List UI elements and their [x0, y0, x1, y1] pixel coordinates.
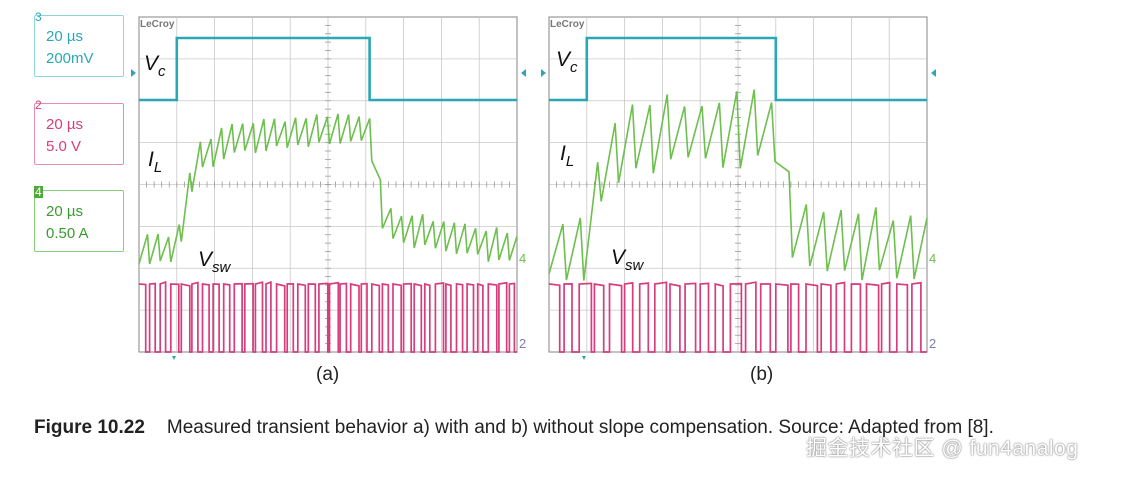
vsw-label-b: Vsw — [611, 246, 645, 274]
figure-caption: Figure 10.22 Measured transient behavior … — [34, 413, 1124, 442]
channel-4-box: 4 20 µs 0.50 A — [34, 186, 124, 252]
panel-b-label: (b) — [750, 364, 774, 385]
trace-marker-4-a: 4 — [519, 251, 526, 266]
channel-4-scale: 0.50 A — [46, 225, 89, 242]
level-arrow-right-a — [521, 69, 526, 77]
grid-b — [548, 16, 928, 353]
channel-4-number: 4 — [34, 185, 43, 199]
watermark: 掘金技术社区 @ fun4analog — [806, 437, 1079, 460]
vc-trace-a — [139, 36, 517, 102]
caption-text: Measured transient behavior a) with and … — [166, 417, 994, 438]
trigger-arrow-a — [172, 356, 176, 360]
level-arrow-left-b — [541, 69, 546, 77]
channel-3-timebase: 20 µs — [46, 28, 83, 45]
il-trace-b — [548, 89, 928, 281]
level-arrow-left-a — [131, 69, 136, 77]
figure-number: Figure 10.22 — [34, 417, 145, 438]
vc-trace-b — [549, 36, 927, 102]
il-label-b: IL — [560, 142, 574, 170]
trace-marker-2-b: 2 — [929, 336, 936, 351]
channel-2-box: 2 20 µs 5.0 V — [34, 99, 124, 165]
trace-marker-4-b: 4 — [929, 251, 936, 266]
vc-label-b: Vc — [556, 48, 578, 76]
scope-figure: LeCroy Vc IL Vsw 4 2 LeCroy Vc IL Vsw 4 … — [131, 16, 936, 360]
channel-2-scale: 5.0 V — [46, 138, 82, 155]
vsw-trace-a — [138, 280, 517, 353]
channel-3-number: 3 — [35, 10, 42, 24]
brand-a: LeCroy — [140, 19, 175, 30]
trigger-arrow-b — [582, 356, 586, 360]
scope-panel-a: LeCroy Vc IL Vsw 4 2 — [131, 16, 526, 360]
trace-marker-2-a: 2 — [519, 336, 526, 351]
scope-panel-b: LeCroy Vc IL Vsw 4 2 — [541, 16, 936, 360]
channel-3-box: 3 20 µs 200mV — [34, 11, 124, 77]
vsw-trace-b — [548, 281, 927, 353]
panel-a-label: (a) — [316, 364, 340, 385]
channel-4-timebase: 20 µs — [46, 203, 83, 220]
vc-label-a: Vc — [144, 52, 166, 80]
brand-b: LeCroy — [550, 19, 585, 30]
channel-2-number: 2 — [35, 98, 42, 112]
level-arrow-right-b — [931, 69, 936, 77]
channel-3-scale: 200mV — [46, 50, 94, 67]
vsw-label-a: Vsw — [198, 248, 232, 276]
il-trace-a — [138, 113, 518, 265]
channel-2-timebase: 20 µs — [46, 116, 83, 133]
il-label-a: IL — [148, 148, 162, 176]
